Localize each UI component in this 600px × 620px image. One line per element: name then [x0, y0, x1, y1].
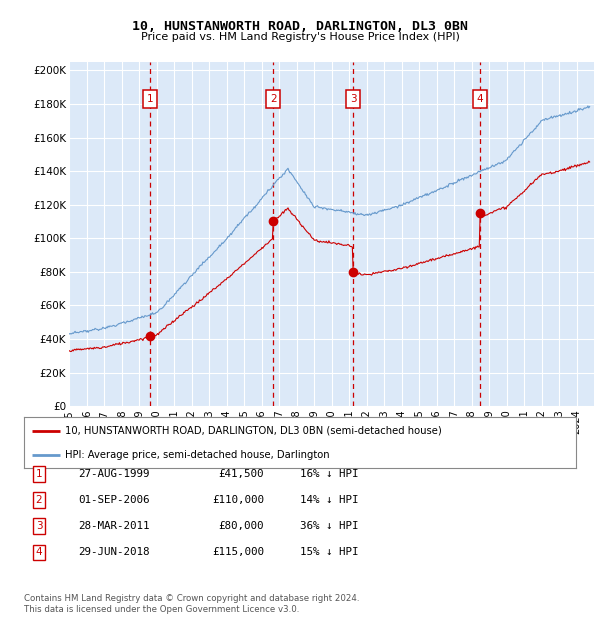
Text: £110,000: £110,000: [212, 495, 264, 505]
Text: 01-SEP-2006: 01-SEP-2006: [78, 495, 149, 505]
Text: 14% ↓ HPI: 14% ↓ HPI: [300, 495, 359, 505]
Text: 3: 3: [35, 521, 43, 531]
Text: £115,000: £115,000: [212, 547, 264, 557]
Text: 2: 2: [35, 495, 43, 505]
Text: 10, HUNSTANWORTH ROAD, DARLINGTON, DL3 0BN: 10, HUNSTANWORTH ROAD, DARLINGTON, DL3 0…: [132, 20, 468, 33]
Text: 4: 4: [35, 547, 43, 557]
Text: £80,000: £80,000: [218, 521, 264, 531]
Text: 36% ↓ HPI: 36% ↓ HPI: [300, 521, 359, 531]
Text: 10, HUNSTANWORTH ROAD, DARLINGTON, DL3 0BN (semi-detached house): 10, HUNSTANWORTH ROAD, DARLINGTON, DL3 0…: [65, 426, 442, 436]
Text: HPI: Average price, semi-detached house, Darlington: HPI: Average price, semi-detached house,…: [65, 450, 330, 461]
Text: 29-JUN-2018: 29-JUN-2018: [78, 547, 149, 557]
Text: £41,500: £41,500: [218, 469, 264, 479]
Text: 27-AUG-1999: 27-AUG-1999: [78, 469, 149, 479]
Text: Contains HM Land Registry data © Crown copyright and database right 2024.
This d: Contains HM Land Registry data © Crown c…: [24, 595, 359, 614]
Text: 16% ↓ HPI: 16% ↓ HPI: [300, 469, 359, 479]
Text: 2: 2: [270, 94, 277, 104]
Text: 15% ↓ HPI: 15% ↓ HPI: [300, 547, 359, 557]
Text: 4: 4: [477, 94, 484, 104]
Text: 1: 1: [35, 469, 43, 479]
Text: 3: 3: [350, 94, 356, 104]
Text: Price paid vs. HM Land Registry's House Price Index (HPI): Price paid vs. HM Land Registry's House …: [140, 32, 460, 42]
Text: 28-MAR-2011: 28-MAR-2011: [78, 521, 149, 531]
Text: 1: 1: [147, 94, 154, 104]
